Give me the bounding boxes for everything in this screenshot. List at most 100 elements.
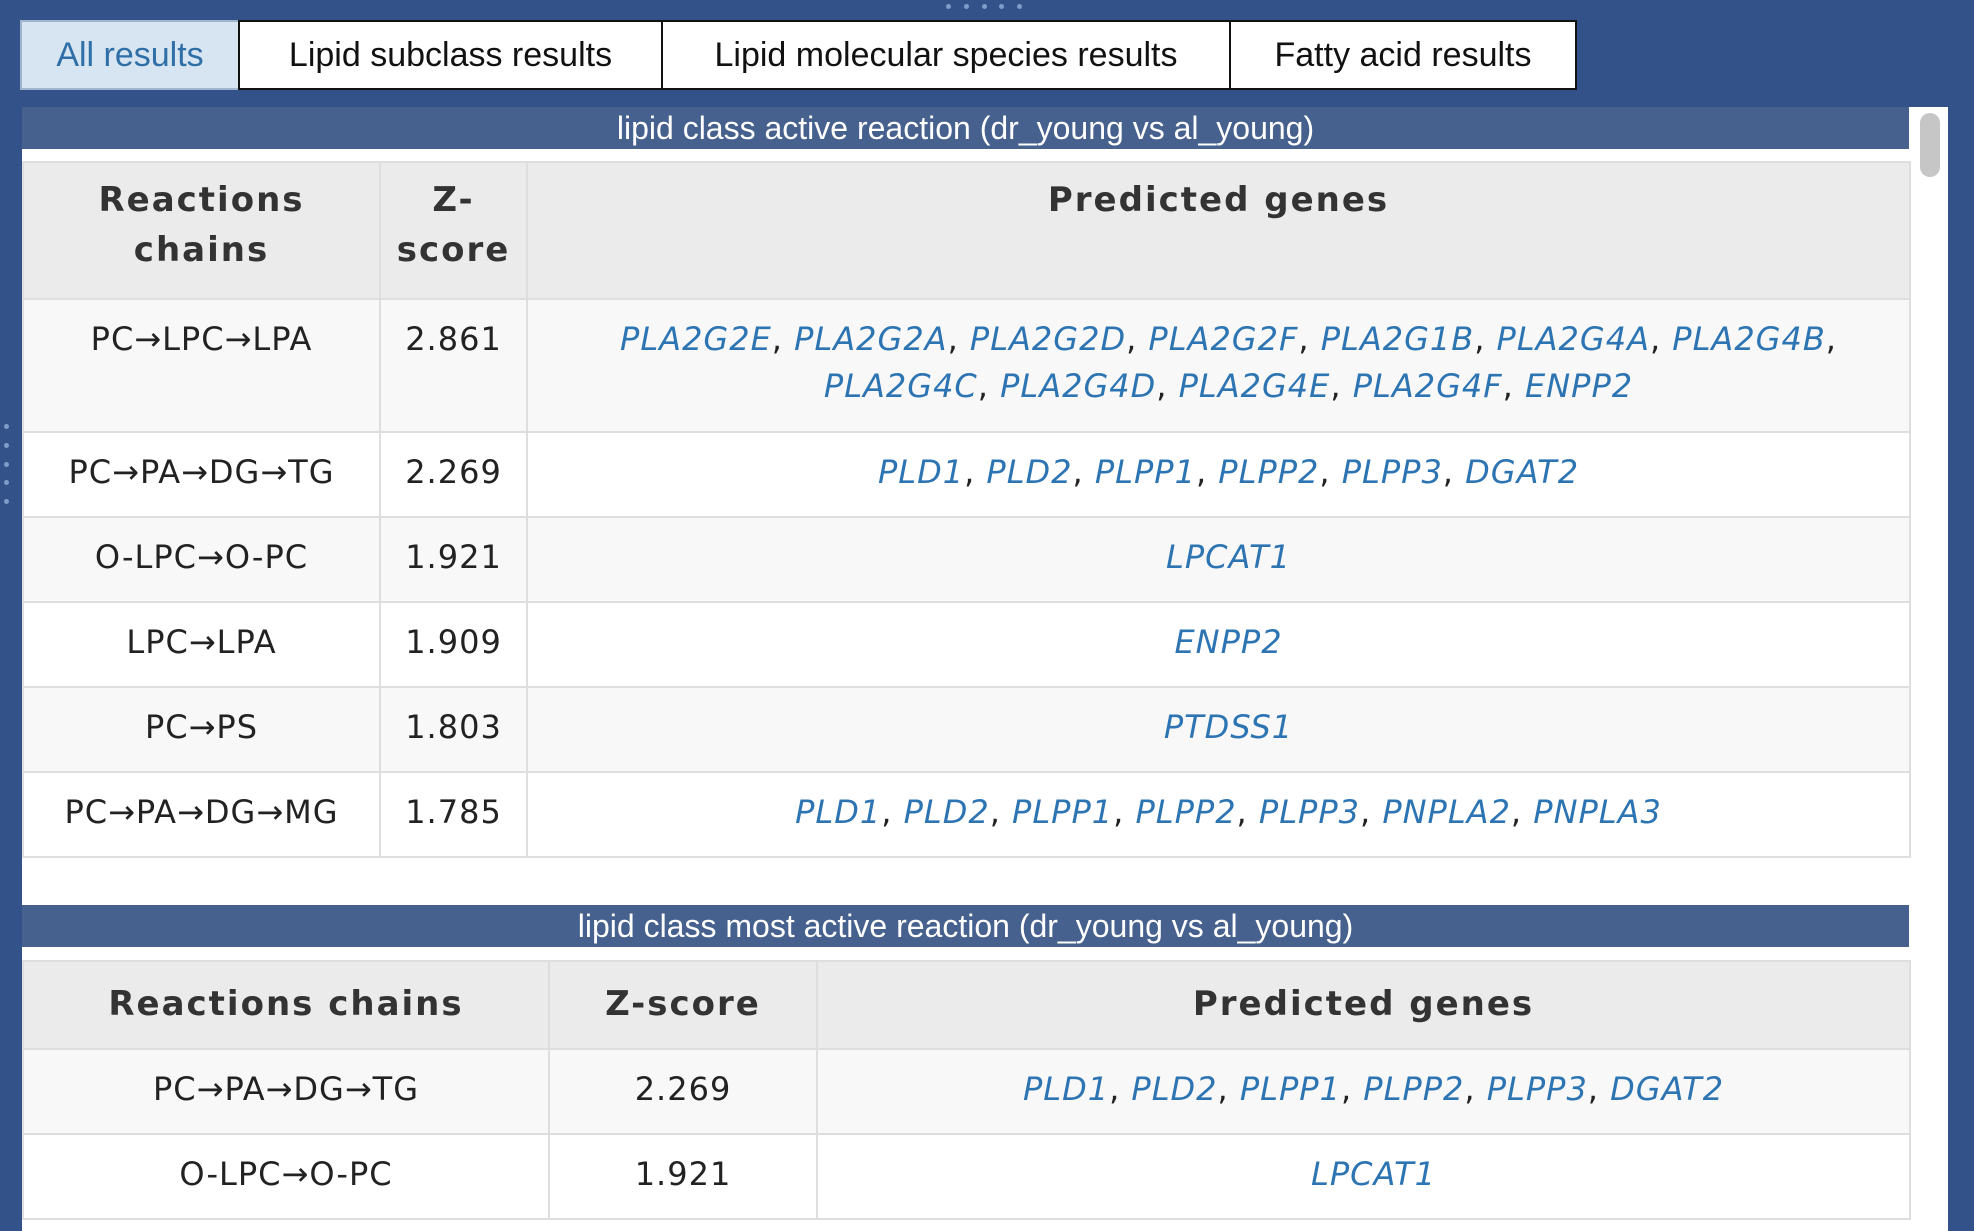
gene-separator: , [1359, 793, 1383, 831]
gene-link[interactable]: PLPP2 [1218, 453, 1320, 491]
gene-separator: , [947, 320, 970, 358]
table-row: PC→PS 1.803 PTDSS1 [22, 686, 1911, 773]
gene-link[interactable]: PLPP1 [1094, 453, 1196, 491]
z-score-cell: 1.803 [379, 686, 528, 773]
gene-link[interactable]: PLPP1 [1239, 1070, 1341, 1108]
table-row: O-LPC→O-PC 1.921 LPCAT1 [22, 1133, 1911, 1220]
z-score-cell: 2.861 [379, 298, 528, 433]
gene-link[interactable]: PLD1 [795, 793, 882, 831]
gene-link[interactable]: PLPP2 [1135, 793, 1237, 831]
gene-link[interactable]: PNPLA2 [1382, 793, 1511, 831]
drag-handle-top[interactable] [946, 4, 1022, 10]
gene-separator: , [1587, 1070, 1611, 1108]
predicted-genes-cell: PLD1, PLD2, PLPP1, PLPP2, PLPP3, DGAT2 [526, 431, 1911, 518]
gene-link[interactable]: PLA2G4F [1352, 367, 1503, 405]
gene-link[interactable]: PLA2G1B [1320, 320, 1475, 358]
gene-separator: , [1217, 1070, 1240, 1108]
tab-lipid-molecular-species-results[interactable]: Lipid molecular species results [661, 20, 1231, 90]
section-title: lipid class most active reaction (dr_you… [22, 905, 1909, 947]
table-row: PC→PA→DG→MG 1.785 PLD1, PLD2, PLPP1, PLP… [22, 771, 1911, 858]
gene-link[interactable]: PLA2G4B [1672, 320, 1826, 358]
table-row: PC→PA→DG→TG 2.269 PLD1, PLD2, PLPP1, PLP… [22, 1048, 1911, 1135]
column-header-predicted-genes[interactable]: Predicted genes [526, 161, 1911, 300]
gene-separator: , [1330, 367, 1353, 405]
gene-link[interactable]: PLA2G4C [823, 367, 978, 405]
most-active-reaction-table: Reactions chains Z-score Predicted genes… [22, 960, 1911, 1220]
gene-separator: , [1072, 453, 1095, 491]
reaction-chain-cell: PC→PA→DG→TG [22, 431, 381, 518]
column-header-predicted-genes[interactable]: Predicted genes [816, 960, 1911, 1050]
gene-link[interactable]: PLPP3 [1258, 793, 1360, 831]
results-panel: lipid class active reaction (dr_young vs… [22, 107, 1948, 1231]
table-row: PC→LPC→LPA 2.861 PLA2G2E, PLA2G2A, PLA2G… [22, 298, 1911, 433]
reaction-table: Reactions chains Z-score Predicted genes… [22, 161, 1911, 858]
scrollbar-thumb[interactable] [1920, 113, 1940, 177]
table-header-row: Reactions chains Z-score Predicted genes [22, 960, 1911, 1050]
gene-separator: , [1649, 320, 1673, 358]
gene-link[interactable]: PLA2G2E [620, 320, 772, 358]
tab-lipid-subclass-results[interactable]: Lipid subclass results [238, 20, 663, 90]
z-score-cell: 1.909 [379, 601, 528, 688]
column-header-reactions-chains[interactable]: Reactions chains [22, 960, 550, 1050]
gene-separator: , [1298, 320, 1321, 358]
z-score-cell: 1.921 [379, 516, 528, 603]
column-header-z-score[interactable]: Z-score [548, 960, 818, 1050]
gene-link[interactable]: PLD2 [903, 793, 990, 831]
table-header-row: Reactions chains Z-score Predicted genes [22, 161, 1911, 300]
gene-link[interactable]: ENPP2 [1174, 623, 1283, 661]
gene-separator: , [1502, 367, 1525, 405]
gene-link[interactable]: PLA2G4E [1178, 367, 1331, 405]
gene-link[interactable]: PLD2 [1131, 1070, 1218, 1108]
column-header-reactions-chains[interactable]: Reactions chains [22, 161, 381, 300]
predicted-genes-cell: PTDSS1 [526, 686, 1911, 773]
gene-link[interactable]: PTDSS1 [1163, 708, 1294, 746]
tab-all-results[interactable]: All results [20, 20, 240, 90]
gene-link[interactable]: PLA2G2A [794, 320, 948, 358]
gene-link[interactable]: PLD2 [986, 453, 1073, 491]
z-score-cell: 1.921 [548, 1133, 818, 1220]
gene-link[interactable]: PLA2G4A [1496, 320, 1650, 358]
gene-link[interactable]: PLD1 [877, 453, 965, 491]
gene-link[interactable]: PLD1 [1022, 1070, 1110, 1108]
reaction-chain-cell: PC→LPC→LPA [22, 298, 381, 433]
gene-link[interactable]: LPCAT1 [1166, 538, 1291, 576]
gene-separator: , [989, 793, 1013, 831]
gene-separator: , [1442, 453, 1466, 491]
gene-link[interactable]: PLPP2 [1363, 1070, 1465, 1108]
gene-link[interactable]: PNPLA3 [1533, 793, 1662, 831]
gene-link[interactable]: PLA2G2D [969, 320, 1127, 358]
gene-separator: , [1126, 320, 1149, 358]
gene-separator: , [881, 793, 904, 831]
gene-link[interactable]: DGAT2 [1465, 453, 1580, 491]
z-score-cell: 2.269 [379, 431, 528, 518]
gene-link[interactable]: PLA2G4D [1000, 367, 1157, 405]
gene-separator: , [1156, 367, 1179, 405]
gene-link[interactable]: PLPP1 [1012, 793, 1114, 831]
table-row: O-LPC→O-PC 1.921 LPCAT1 [22, 516, 1911, 603]
gene-link[interactable]: ENPP2 [1525, 367, 1634, 405]
z-score-cell: 1.785 [379, 771, 528, 858]
gene-separator: , [1340, 1070, 1364, 1108]
tab-fatty-acid-results[interactable]: Fatty acid results [1229, 20, 1577, 90]
gene-separator: , [964, 453, 987, 491]
gene-separator: , [1113, 793, 1136, 831]
gene-link[interactable]: PLA2G2F [1148, 320, 1299, 358]
vertical-scrollbar[interactable] [1912, 107, 1948, 1231]
predicted-genes-cell: ENPP2 [526, 601, 1911, 688]
gene-link[interactable]: LPCAT1 [1311, 1155, 1436, 1193]
gene-separator: , [1510, 793, 1534, 831]
gene-link[interactable]: PLPP3 [1341, 453, 1443, 491]
reaction-chain-cell: PC→PS [22, 686, 381, 773]
column-header-z-score[interactable]: Z-score [379, 161, 528, 300]
predicted-genes-cell: LPCAT1 [816, 1133, 1911, 1220]
gene-link[interactable]: DGAT2 [1610, 1070, 1725, 1108]
gene-separator: , [771, 320, 795, 358]
predicted-genes-cell: PLA2G2E, PLA2G2A, PLA2G2D, PLA2G2F, PLA2… [526, 298, 1911, 433]
gene-separator: , [1825, 320, 1837, 358]
drag-handle-left[interactable] [4, 424, 10, 504]
table-row: PC→PA→DG→TG 2.269 PLD1, PLD2, PLPP1, PLP… [22, 431, 1911, 518]
gene-link[interactable]: PLPP3 [1486, 1070, 1588, 1108]
reaction-chain-cell: O-LPC→O-PC [22, 516, 381, 603]
reaction-chain-cell: PC→PA→DG→TG [22, 1048, 550, 1135]
